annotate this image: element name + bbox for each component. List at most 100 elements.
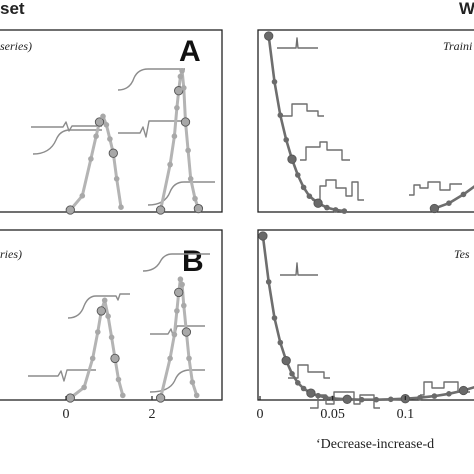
data-point bbox=[65, 393, 75, 403]
data-point bbox=[174, 308, 180, 314]
inset-waveform-a2 bbox=[32, 129, 102, 155]
panel-train-subtitle: Traini bbox=[443, 39, 472, 53]
data-point bbox=[105, 313, 111, 320]
data-point bbox=[446, 391, 452, 397]
inset-waveform-b1 bbox=[67, 293, 130, 319]
data-point bbox=[295, 172, 301, 178]
data-point bbox=[81, 384, 87, 391]
data-point bbox=[295, 380, 301, 386]
data-point bbox=[177, 276, 184, 283]
right-x-tick-label: 0.1 bbox=[397, 407, 415, 422]
data-point bbox=[287, 154, 297, 164]
data-point bbox=[107, 136, 113, 142]
inset-waveform-a4 bbox=[118, 120, 185, 138]
data-point bbox=[277, 112, 284, 118]
panel-b-subtitle: ries) bbox=[0, 247, 22, 261]
data-point bbox=[283, 137, 290, 143]
data-point bbox=[281, 355, 291, 366]
panel-b-frame bbox=[0, 229, 223, 401]
panel-b-label: B bbox=[182, 245, 204, 278]
data-point bbox=[306, 388, 316, 398]
inset-waveform-b2 bbox=[28, 369, 96, 382]
data-point bbox=[315, 392, 321, 399]
data-point bbox=[300, 385, 307, 392]
data-point bbox=[103, 122, 110, 128]
data-point bbox=[417, 394, 423, 401]
data-point bbox=[277, 339, 284, 346]
data-point bbox=[108, 148, 118, 158]
inset-waveform-train-4 bbox=[312, 179, 364, 201]
data-point bbox=[193, 392, 200, 399]
right-x-tick-label: 0.05 bbox=[320, 407, 345, 422]
data-point bbox=[322, 394, 329, 401]
data-point bbox=[101, 297, 108, 304]
data-point bbox=[108, 334, 115, 341]
data-point bbox=[113, 176, 120, 182]
data-point bbox=[100, 113, 106, 120]
data-point bbox=[342, 394, 352, 404]
data-point bbox=[185, 147, 191, 154]
data-point bbox=[289, 371, 295, 377]
data-point bbox=[181, 302, 187, 309]
data-point bbox=[181, 85, 187, 91]
data-point bbox=[120, 392, 126, 399]
data-point bbox=[167, 355, 173, 362]
data-point bbox=[187, 176, 194, 182]
series-line-test-1 bbox=[261, 234, 474, 401]
data-point bbox=[177, 73, 184, 80]
data-point bbox=[429, 203, 440, 214]
inset-waveform-test-1 bbox=[280, 262, 318, 276]
data-point bbox=[306, 193, 313, 199]
data-point bbox=[167, 161, 173, 168]
left-column-header: set bbox=[0, 0, 25, 18]
data-point bbox=[96, 306, 106, 316]
data-point bbox=[65, 205, 75, 215]
data-point bbox=[264, 31, 274, 41]
data-point bbox=[89, 355, 96, 362]
inset-waveform-test-2 bbox=[288, 364, 330, 379]
inset-waveform-train-2 bbox=[282, 103, 324, 117]
data-point bbox=[174, 105, 180, 111]
inset-waveform-b5 bbox=[149, 369, 205, 393]
data-point bbox=[79, 193, 86, 199]
left-x-tick-label: 2 bbox=[149, 407, 156, 422]
inset-waveform-a5 bbox=[147, 181, 215, 206]
right-x-axis-label: ‘Decrease-increase-d bbox=[316, 437, 434, 452]
inset-waveform-b3 bbox=[142, 253, 210, 272]
data-point bbox=[189, 379, 196, 386]
data-point bbox=[265, 279, 272, 285]
data-point bbox=[186, 355, 192, 362]
inset-waveform-test-4 bbox=[420, 381, 470, 396]
data-point bbox=[193, 203, 204, 214]
panel-a-label: A bbox=[179, 35, 201, 68]
data-point bbox=[179, 281, 185, 288]
data-point bbox=[271, 79, 278, 85]
data-point bbox=[341, 208, 348, 214]
data-point bbox=[115, 376, 122, 383]
data-point bbox=[300, 184, 307, 191]
data-point bbox=[171, 331, 178, 338]
data-point bbox=[174, 86, 184, 96]
data-point bbox=[446, 200, 452, 206]
right-column-header: W bbox=[459, 0, 474, 18]
right-x-tick-label: 0 bbox=[257, 407, 264, 422]
data-point bbox=[458, 385, 469, 396]
data-point bbox=[180, 117, 191, 127]
data-point bbox=[181, 327, 192, 337]
data-point bbox=[110, 353, 120, 364]
panel-a-subtitle: series) bbox=[0, 39, 32, 53]
data-point bbox=[258, 231, 268, 241]
data-point bbox=[171, 133, 178, 139]
data-point bbox=[88, 156, 94, 162]
series-line-train-2 bbox=[433, 185, 474, 210]
data-point bbox=[373, 396, 380, 403]
data-point bbox=[118, 204, 124, 210]
inset-waveform-a3 bbox=[117, 68, 185, 91]
data-point bbox=[155, 393, 166, 403]
panel-train-frame bbox=[257, 29, 474, 213]
data-point bbox=[155, 205, 166, 215]
data-point bbox=[192, 195, 198, 202]
inset-waveform-b4 bbox=[150, 325, 205, 339]
data-point bbox=[431, 393, 438, 399]
